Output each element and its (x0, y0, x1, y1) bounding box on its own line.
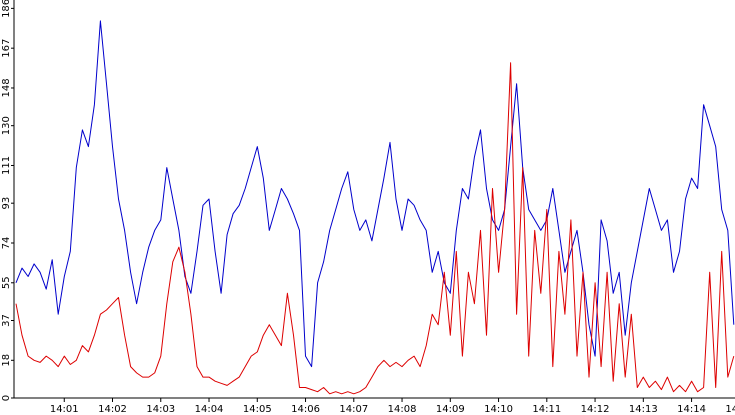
x-tick-label: 14:09 (436, 404, 465, 415)
y-tick-label: 148 (1, 78, 12, 97)
y-tick-label: 18 (1, 354, 12, 367)
x-tick-label: 14:13 (629, 404, 658, 415)
y-tick-label: 186 (1, 0, 12, 18)
x-tick-label: 14:08 (388, 404, 417, 415)
y-tick-label: 37 (1, 314, 12, 327)
x-tick-label: 14:03 (146, 404, 175, 415)
x-tick-label: 14:01 (50, 404, 79, 415)
x-tick-label: 14:07 (339, 404, 368, 415)
y-tick-label: 55 (1, 276, 12, 289)
y-tick-label: 0 (1, 395, 12, 401)
x-tick-label: 14:11 (532, 404, 561, 415)
x-tick-label: 14:14 (677, 404, 706, 415)
series-line (15, 20, 735, 368)
x-tick-label: 14:12 (581, 404, 610, 415)
x-tick-label: 14:04 (195, 404, 224, 415)
x-tick-label: 14:15 (725, 404, 735, 415)
y-tick-label: 93 (1, 197, 12, 210)
series-line (15, 62, 735, 395)
x-tick-label: 14:10 (484, 404, 513, 415)
x-tick-label: 14:05 (243, 404, 272, 415)
y-tick-label: 74 (1, 237, 12, 250)
y-tick-label: 130 (1, 116, 12, 135)
y-tick-label: 111 (1, 156, 12, 175)
y-tick-label: 167 (1, 39, 12, 58)
x-tick-label: 14:02 (98, 404, 127, 415)
x-tick-label: 14:06 (291, 404, 320, 415)
